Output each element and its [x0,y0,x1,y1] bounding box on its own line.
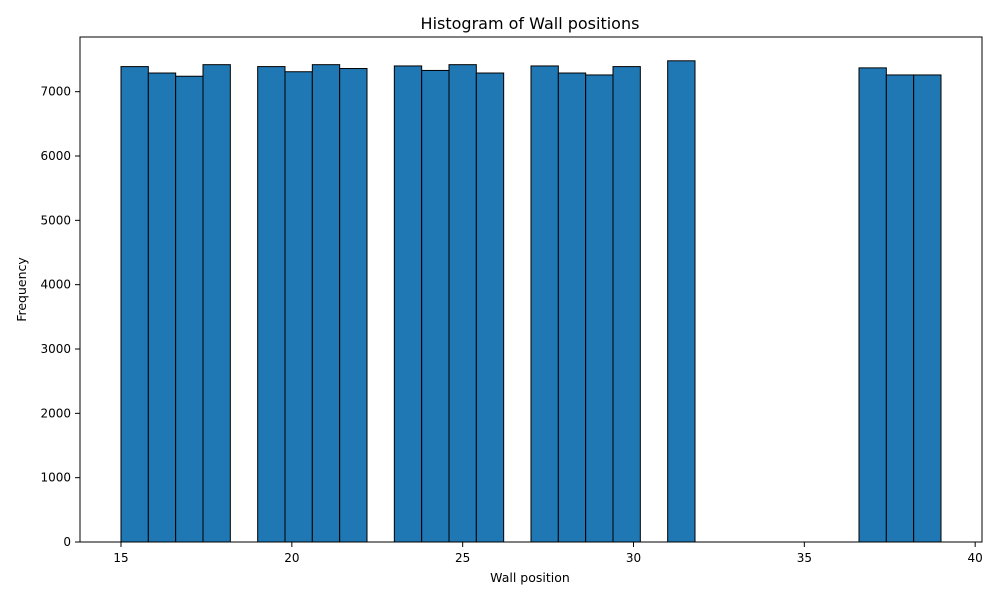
x-axis: 15 20 25 30 35 40 [113,542,983,565]
x-tick-label: 15 [113,551,128,565]
histogram-bar [557,72,587,543]
histogram-bar [311,64,341,543]
y-tick-label: 0 [63,535,71,549]
histogram-bar [475,72,505,543]
y-tick-label: 1000 [40,471,71,485]
histogram-bar [257,66,286,543]
x-tick-label: 20 [284,551,299,565]
histogram-bar [612,66,641,543]
histogram-bar [885,74,915,543]
histogram-bar [667,60,696,543]
histogram-bar [393,65,423,543]
histogram-bar [858,67,887,543]
histogram-bar [421,69,450,543]
y-tick-label: 2000 [40,406,71,420]
histogram-bar [448,64,477,543]
histogram-bar [530,65,559,543]
x-tick-label: 35 [797,551,812,565]
x-tick-label: 40 [968,551,983,565]
histogram-bar [913,74,942,543]
bars-group [120,60,942,543]
y-tick-label: 7000 [40,85,71,99]
y-tick-label: 5000 [40,213,71,227]
histogram-bar [175,75,204,543]
x-axis-label: Wall position [490,570,570,585]
histogram-bar [202,64,231,543]
x-tick-label: 25 [455,551,470,565]
y-tick-label: 6000 [40,149,71,163]
histogram-bar [339,68,368,543]
y-tick-label: 3000 [40,342,71,356]
x-tick-label: 30 [626,551,641,565]
histogram-bar [147,72,177,543]
plot-area-frame [79,36,983,543]
chart-title: Histogram of Wall positions [421,14,640,33]
histogram-bar [284,71,313,543]
y-tick-label: 4000 [40,278,71,292]
histogram-bar [120,66,149,543]
y-axis-label: Frequency [14,257,29,322]
histogram-bar [585,74,614,543]
y-axis: 0 1000 2000 3000 4000 5000 6000 7000 [40,85,80,549]
